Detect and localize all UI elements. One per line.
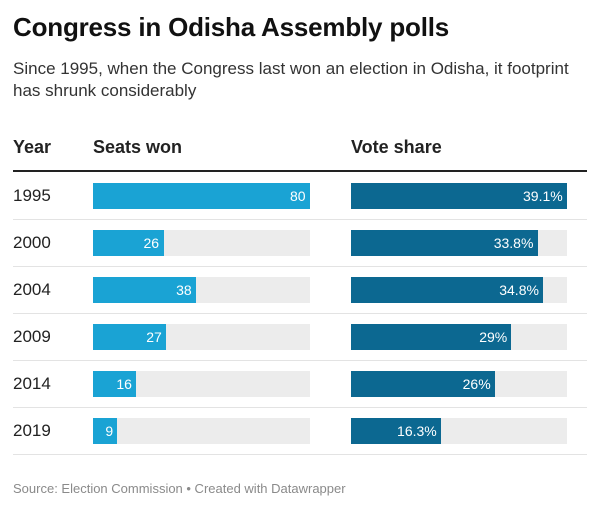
column-header-seats-won: Seats won	[93, 137, 183, 157]
vote-share-bar	[351, 418, 442, 444]
seats-bar	[93, 371, 137, 397]
table-row: 2004 38 34.8%	[13, 267, 587, 314]
seats-bar-track: 38	[93, 277, 310, 303]
seats-bar	[93, 418, 118, 444]
header-rule	[13, 170, 587, 172]
table-row: 2019 9 16.3%	[13, 408, 587, 455]
chart-subtitle: Since 1995, when the Congress last won a…	[13, 59, 569, 100]
chart-title: Congress in Odisha Assembly polls	[13, 12, 449, 42]
table-row: 2009 27 29%	[13, 314, 587, 361]
seats-bar-track: 80	[93, 183, 310, 209]
seats-bar-track: 26	[93, 230, 310, 256]
table-row: 1995 80 39.1%	[13, 173, 587, 220]
vote-share-bar	[351, 230, 538, 256]
row-divider	[13, 313, 587, 314]
vote-share-bar	[351, 371, 495, 397]
seats-value-label: 26	[143, 235, 160, 251]
seats-bar	[93, 183, 310, 209]
year-label: 2004	[13, 280, 51, 299]
seats-bar-track: 27	[93, 324, 310, 350]
column-header-year: Year	[13, 137, 52, 157]
source-footer: Source: Election Commission • Created wi…	[13, 481, 346, 496]
seats-value-label: 27	[146, 329, 162, 345]
vote-share-bar-track: 26%	[351, 371, 567, 397]
row-divider	[13, 266, 587, 267]
year-label: 2014	[13, 374, 51, 393]
seats-value-label: 9	[105, 423, 114, 439]
vote-share-value-label: 33.8%	[493, 235, 534, 251]
row-divider	[13, 219, 587, 220]
seats-bar-track: 16	[93, 371, 310, 397]
seats-bar	[93, 230, 164, 256]
table-row: 2000 26 33.8%	[13, 220, 587, 267]
seats-bar	[93, 277, 197, 303]
table-row: 2014 16 26%	[13, 361, 587, 408]
year-label: 2000	[13, 233, 51, 252]
row-divider	[13, 407, 587, 408]
vote-share-bar	[351, 277, 544, 303]
row-divider	[13, 454, 587, 455]
vote-share-bar	[351, 183, 567, 209]
seats-bar	[93, 324, 167, 350]
seats-value-label: 38	[176, 282, 192, 298]
seats-value-label: 16	[116, 376, 132, 392]
vote-share-value-label: 26%	[462, 376, 491, 392]
vote-share-bar-track: 34.8%	[351, 277, 567, 303]
vote-share-value-label: 29%	[479, 329, 508, 345]
year-label: 1995	[13, 186, 51, 205]
year-label: 2009	[13, 327, 51, 346]
vote-share-value-label: 34.8%	[499, 282, 539, 298]
row-divider	[13, 360, 587, 361]
vote-share-bar-track: 29%	[351, 324, 567, 350]
vote-share-bar-track: 33.8%	[351, 230, 567, 256]
vote-share-bar-track: 39.1%	[351, 183, 567, 209]
column-header-vote-share: Vote share	[351, 137, 442, 157]
seats-value-label: 80	[290, 188, 306, 204]
vote-share-value-label: 16.3%	[397, 423, 437, 439]
year-label: 2019	[13, 421, 51, 440]
seats-bar-track: 9	[93, 418, 310, 444]
vote-share-bar	[351, 324, 512, 350]
vote-share-value-label: 39.1%	[523, 188, 563, 204]
vote-share-bar-track: 16.3%	[351, 418, 567, 444]
